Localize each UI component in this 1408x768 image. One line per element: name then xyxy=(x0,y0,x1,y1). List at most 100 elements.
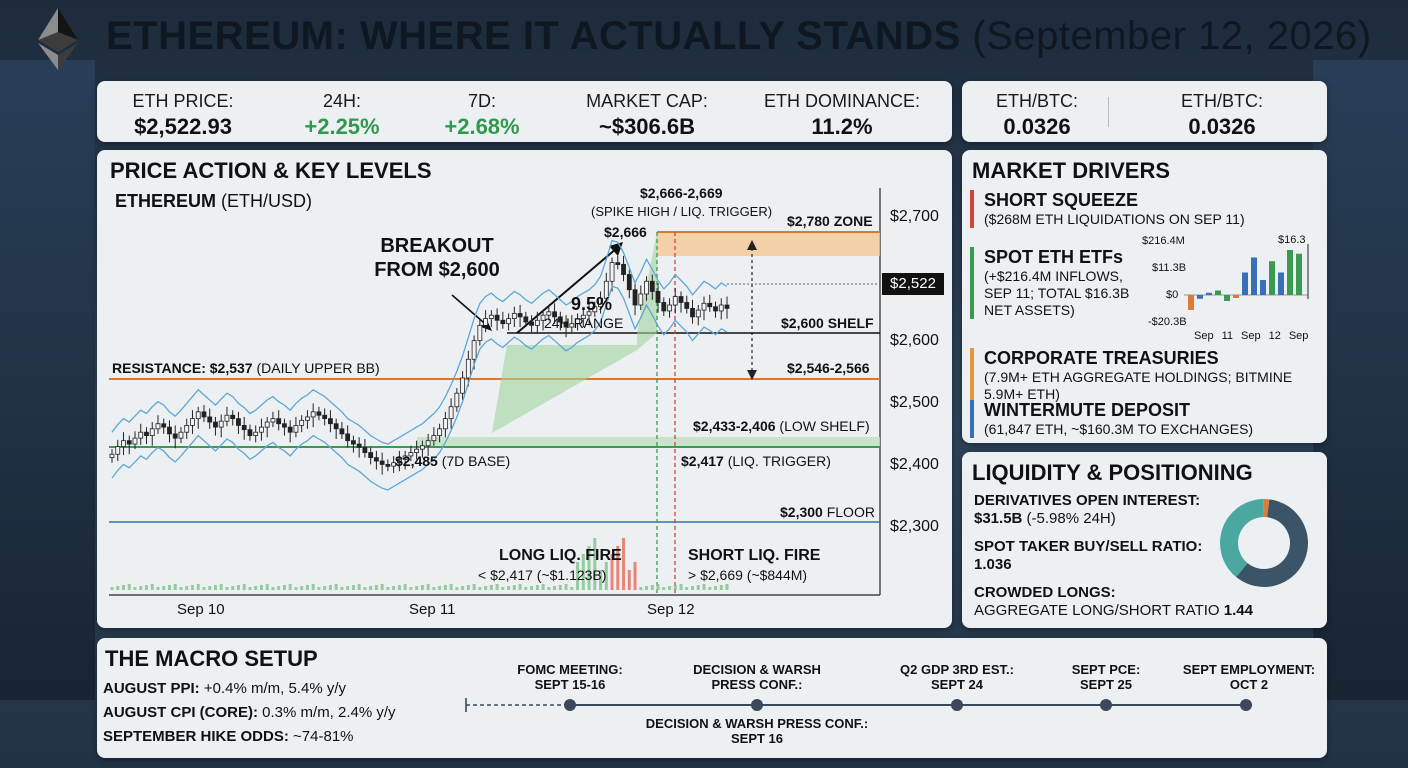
bollinger-bands xyxy=(111,239,728,491)
volume-bar xyxy=(501,587,505,590)
volume-bar xyxy=(449,584,453,590)
candle-body xyxy=(718,304,724,312)
volume-bar xyxy=(673,585,677,590)
event-gdp: Q2 GDP 3RD EST.: SEPT 24 xyxy=(894,662,1020,692)
driver-detail: ($268M ETH LIQUIDATIONS ON SEP 11) xyxy=(984,211,1245,227)
candle-body xyxy=(368,452,374,459)
timeline-dot xyxy=(564,699,576,711)
volume-bar xyxy=(627,570,631,590)
timeline-dot xyxy=(1100,699,1112,711)
y-tick-label: $2,500 xyxy=(890,394,939,411)
mini-y-label: $216.4M xyxy=(1142,235,1185,247)
stat-24h: 24H: +2.25% xyxy=(287,91,397,140)
current-price-tag: $2,522 xyxy=(882,273,944,295)
candle-body xyxy=(161,423,167,428)
volume-bar xyxy=(553,586,557,590)
band-label: $2,546-2,566 xyxy=(787,360,870,376)
candle-body xyxy=(178,431,184,439)
volume-bar xyxy=(231,586,235,590)
driver-detail: (+$216.4M INFLOWS, SEP 11; TOTAL $16.3B … xyxy=(984,268,1130,318)
macro-label: SEPTEMBER HIKE ODDS: xyxy=(103,728,289,745)
volume-bar xyxy=(604,562,608,590)
volume-bar xyxy=(277,586,281,590)
range-arrow-bottom xyxy=(747,370,757,380)
macro-value: +0.4% m/m, 5.4% y/y xyxy=(203,680,346,697)
volume-bar xyxy=(662,587,666,590)
volume-bar xyxy=(541,584,545,590)
candle-body xyxy=(230,414,236,420)
candle-body xyxy=(517,313,523,318)
volume-bar xyxy=(696,585,700,590)
volume-bar xyxy=(478,587,482,590)
macro-hike-odds: SEPTEMBER HIKE ODDS: ~74-81% xyxy=(103,728,354,745)
volume-bar xyxy=(323,586,327,590)
crowded-longs: CROWDED LONGS: AGGREGATE LONG/SHORT RATI… xyxy=(974,584,1274,620)
candle-body xyxy=(322,414,328,420)
etf-flow-bar xyxy=(1251,257,1257,295)
volume-bar xyxy=(156,587,160,590)
candle-body xyxy=(362,447,368,453)
volume-bar xyxy=(340,587,344,590)
spike-label: (SPIKE HIGH / LIQ. TRIGGER) xyxy=(591,204,773,219)
candle-body xyxy=(523,316,529,323)
volume-bar xyxy=(599,570,603,590)
stat-ethbtc: ETH/BTC: 0.0326 xyxy=(982,91,1092,140)
candle-body xyxy=(707,302,713,308)
candle-body xyxy=(293,425,299,433)
etf-flow-bar xyxy=(1278,272,1284,295)
floor-label-note: FLOOR xyxy=(826,504,875,520)
crowded-label: CROWDED LONGS: xyxy=(974,584,1116,601)
donut-slice xyxy=(1263,499,1270,518)
candle-body xyxy=(207,416,213,423)
zone-band xyxy=(657,232,880,256)
candle-body xyxy=(333,423,339,430)
candle-body xyxy=(414,448,420,453)
range-label: 24H RANGE xyxy=(544,315,624,331)
background-terminal-left xyxy=(0,60,95,700)
candle-body xyxy=(276,418,282,425)
candle-body xyxy=(299,419,305,426)
volume-bar xyxy=(593,538,597,590)
volume-bar xyxy=(265,584,269,590)
resistance-label-note: (DAILY UPPER BB) xyxy=(256,360,380,376)
volume-bar xyxy=(219,584,223,590)
timeline-dot xyxy=(1240,699,1252,711)
chart-subtitle-asset: ETHEREUM xyxy=(115,191,217,211)
candle-body xyxy=(287,426,293,433)
mini-y-label: -$20.3B xyxy=(1148,316,1187,328)
breakout-label: BREAKOUT FROM $2,600 xyxy=(374,235,500,281)
event-date: PRESS CONF.: xyxy=(711,677,803,692)
stat-value: $2,522.93 xyxy=(134,114,232,139)
candle-body xyxy=(408,452,414,457)
event-decision: DECISION & WARSH PRESS CONF.: xyxy=(692,662,822,692)
timeline-dot xyxy=(951,699,963,711)
volume-bar xyxy=(622,538,626,590)
etf-flow-bar xyxy=(1287,250,1293,295)
volume-bar xyxy=(334,584,338,590)
event-title: FOMC MEETING: xyxy=(517,662,623,677)
volume-bar xyxy=(461,586,465,590)
volume-bar xyxy=(547,587,551,590)
timeline-dot xyxy=(751,699,763,711)
candle-body xyxy=(253,431,259,436)
volume-bar xyxy=(564,584,568,590)
stat-value: 11.2% xyxy=(811,114,873,139)
low-shelf-band xyxy=(417,437,880,447)
candle-body xyxy=(534,319,540,326)
etf-flow-bar xyxy=(1296,253,1302,295)
shelf-label: $2,600 SHELF xyxy=(781,315,874,331)
mini-x-label: 12 xyxy=(1268,330,1281,342)
candle-body xyxy=(379,460,385,465)
candle-body xyxy=(644,280,649,295)
candle-body xyxy=(713,306,718,312)
candle-body xyxy=(655,291,661,303)
macro-value: ~74-81% xyxy=(293,728,354,745)
title-date: (September 12, 2026) xyxy=(972,14,1372,58)
breakout-fill xyxy=(492,232,657,433)
taker-ratio: SPOT TAKER BUY/SELL RATIO: 1.036 xyxy=(974,538,1224,574)
event-pce: SEPT PCE: SEPT 25 xyxy=(1056,662,1156,692)
event-date: SEPT 15-16 xyxy=(534,677,606,692)
candle-body xyxy=(506,318,511,325)
mini-x-label: Sep xyxy=(1288,330,1309,342)
volume-bar xyxy=(386,587,390,590)
